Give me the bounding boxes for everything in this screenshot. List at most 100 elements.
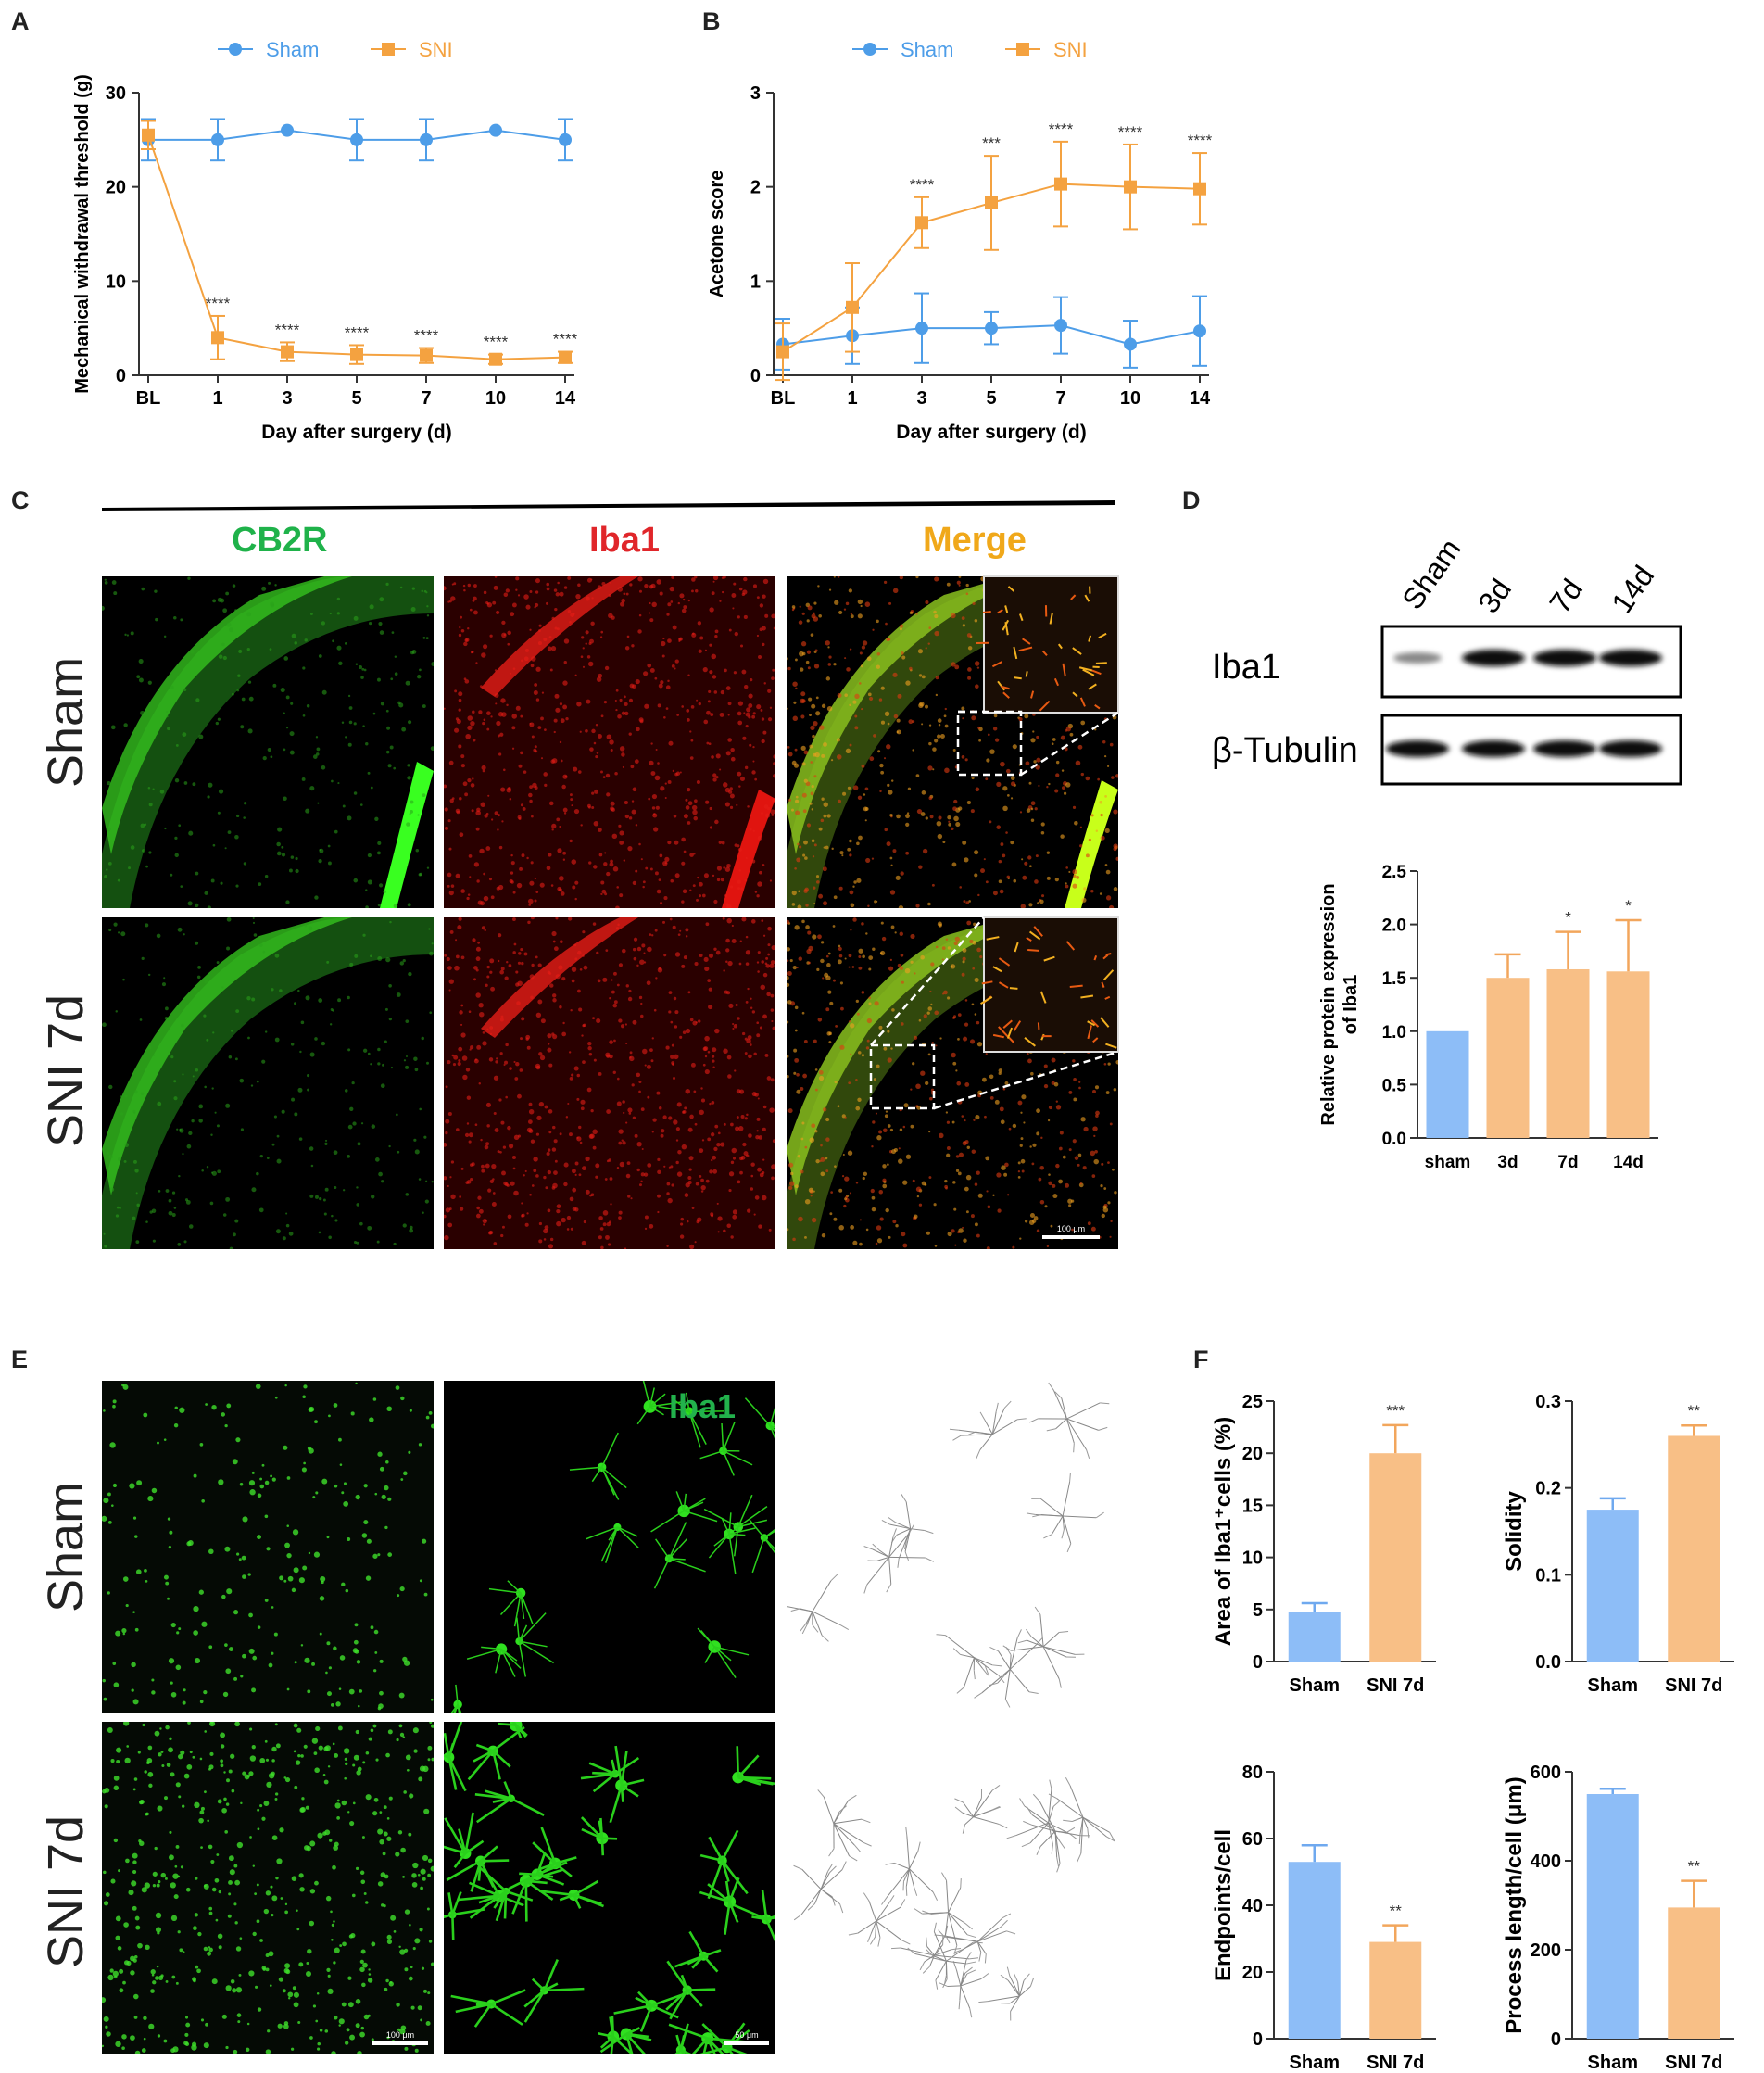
cell-dot	[180, 1750, 185, 1755]
cell-dot	[130, 2035, 135, 2041]
data-point	[489, 123, 502, 137]
cell-process	[649, 1406, 664, 1416]
x-tick-label: SNI 7d	[1665, 1675, 1722, 1696]
cell-dot	[334, 1841, 339, 1847]
cell-dot	[657, 1194, 661, 1198]
cell-dot	[912, 1062, 915, 1066]
cell-dot	[831, 847, 834, 851]
skeleton-branch	[800, 1889, 822, 1915]
cell-process	[518, 1624, 528, 1642]
cell-dot	[628, 732, 632, 736]
cell-dot	[182, 732, 187, 737]
cell-dot	[610, 806, 614, 812]
cell-dot	[145, 865, 148, 868]
cell-dot	[928, 1096, 933, 1101]
cell-dot	[459, 832, 464, 838]
cell-dot	[935, 1044, 938, 1047]
cell-dot	[488, 878, 493, 881]
cell-dot	[953, 815, 959, 822]
cell-dot	[628, 816, 633, 820]
cell-dot	[168, 1747, 173, 1753]
skeleton-branch	[888, 1557, 892, 1585]
cell-dot	[624, 1247, 627, 1249]
cell-dot	[370, 954, 372, 957]
cell-dot	[560, 759, 563, 763]
cell-dot	[1048, 782, 1051, 786]
cell-dot	[976, 1042, 983, 1047]
skeleton-twig	[1023, 1973, 1030, 1981]
cell-dot	[796, 857, 801, 863]
cell-dot	[694, 961, 699, 967]
cell-dot	[579, 967, 583, 971]
cell-dot	[238, 1973, 242, 1977]
cell-dot	[1101, 1162, 1104, 1166]
cell-dot	[747, 1208, 751, 1213]
cell-dot	[306, 1845, 311, 1852]
cell-dot	[117, 878, 120, 882]
cell-dot	[762, 1105, 767, 1109]
inset-process	[998, 981, 1009, 989]
cell-dot	[208, 1548, 214, 1555]
cell-dot	[572, 1187, 577, 1193]
cell-dot	[346, 2028, 350, 2032]
skeleton-branch	[948, 1912, 958, 1946]
cell-dot	[1030, 1071, 1034, 1076]
cell-dot	[996, 825, 1001, 829]
skeleton-branch	[888, 1532, 910, 1558]
cell-dot	[796, 966, 799, 969]
cell-dot	[1080, 1117, 1086, 1122]
cell-dot	[589, 638, 594, 644]
cell-dot	[492, 600, 497, 605]
cell-dot	[352, 1648, 359, 1653]
skeleton-branch	[1015, 1822, 1049, 1837]
cell-dot	[314, 1767, 320, 1774]
cell-dot	[271, 1895, 278, 1902]
cell-dot	[961, 972, 965, 977]
cell-dot	[417, 675, 422, 679]
cell-dot	[460, 628, 465, 633]
cell-dot	[954, 664, 960, 670]
cell-dot	[712, 580, 715, 583]
cell-dot	[1024, 1220, 1028, 1223]
cell-dot	[769, 879, 773, 882]
cell-dot	[678, 637, 683, 641]
cell-dot	[677, 601, 681, 605]
cell-process	[601, 1466, 627, 1489]
cell-dot	[974, 661, 980, 666]
cell-dot	[886, 841, 891, 847]
cell-dot	[667, 1197, 673, 1204]
cell-dot	[551, 930, 557, 937]
cell-dot	[958, 806, 963, 811]
cell-dot	[118, 1157, 121, 1161]
cell-dot	[468, 1140, 472, 1144]
cell-dot	[670, 878, 674, 883]
cell-dot	[788, 1108, 793, 1114]
x-tick-label: 7	[1055, 388, 1065, 409]
cell-dot	[387, 1729, 393, 1735]
cell-dot	[730, 747, 735, 752]
cell-dot	[838, 944, 841, 948]
cell-dot	[328, 1414, 331, 1418]
cell-dot	[103, 1498, 109, 1504]
cell-dot	[712, 1155, 717, 1160]
cell-dot	[515, 1061, 520, 1067]
cell-dot	[964, 999, 968, 1002]
cell-dot	[476, 879, 480, 883]
cell-dot	[383, 1831, 388, 1837]
y-tick-label: 0	[750, 366, 761, 386]
cell-dot	[738, 1089, 745, 1094]
cell-dot	[377, 851, 381, 855]
cell-dot	[226, 1778, 231, 1783]
cell-dot	[737, 771, 742, 777]
cell-dot	[640, 1172, 645, 1177]
cell-dot	[218, 1890, 221, 1894]
cell-dot	[227, 830, 232, 835]
cell-dot	[234, 1722, 240, 1727]
cell-dot	[221, 1807, 227, 1814]
cell-dot	[283, 712, 285, 714]
skeleton-twig	[829, 1865, 837, 1874]
cell-dot	[686, 709, 690, 713]
cell-dot	[753, 1052, 757, 1056]
skeleton-twig	[1019, 1798, 1026, 1807]
